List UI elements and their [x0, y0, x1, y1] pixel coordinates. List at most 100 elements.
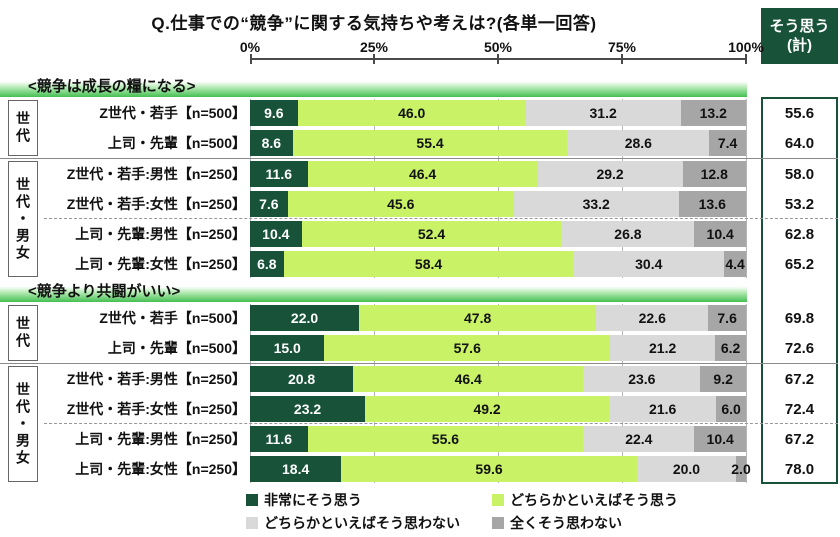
bar-segment: 15.0 — [250, 335, 325, 361]
stacked-bar: 20.8 46.4 23.6 9.2 — [250, 366, 746, 392]
bar-segment: 47.8 — [359, 305, 597, 331]
legend-swatch-somewhat-agree — [492, 494, 504, 506]
bar-segment: 28.6 — [567, 130, 710, 156]
bar-segment: 45.6 — [287, 191, 514, 217]
bar-segment: 30.4 — [573, 251, 725, 277]
bar-segment-value: 22.6 — [638, 310, 666, 326]
bar-segment-value: 7.6 — [259, 196, 279, 212]
bar-segment: 59.6 — [341, 456, 637, 482]
bar-segment-value: 11.6 — [265, 166, 292, 182]
bar-segment-value: 33.2 — [582, 196, 610, 212]
legend-label: 全くそう思わない — [510, 515, 622, 531]
bar-segment-value: 58.4 — [414, 256, 443, 272]
bar-segment-value: 22.0 — [290, 310, 319, 326]
bar-segment: 29.2 — [537, 161, 683, 187]
bar-segment: 21.2 — [610, 335, 716, 361]
totals-column-box — [761, 97, 838, 484]
bar-segment: 18.4 — [250, 456, 342, 482]
bar-segment-value: 23.6 — [628, 371, 656, 387]
bar-segment: 2.0 — [731, 456, 751, 482]
x-axis-tick-label: 0% — [239, 39, 261, 55]
total-value: 72.4 — [784, 401, 815, 418]
bar-segment: 23.6 — [583, 366, 701, 392]
section-heading: <競争より共闘がいい> — [0, 283, 747, 302]
group-label-box: 世代 — [8, 100, 38, 156]
bar-segment-value: 13.6 — [698, 196, 726, 212]
bar-segment-value: 15.0 — [273, 340, 301, 356]
bar-segment: 22.0 — [250, 305, 360, 331]
bar-segment-value: 18.4 — [282, 461, 310, 477]
bar-segment: 13.6 — [678, 191, 746, 217]
bar-segment-value: 7.6 — [717, 310, 737, 326]
bar-segment: 55.4 — [292, 130, 568, 156]
total-value: 78.0 — [784, 461, 815, 478]
row-label: 上司・先輩【n=500】 — [107, 135, 246, 151]
row-label: Z世代・若手【n=500】 — [99, 105, 246, 121]
bar-segment-value: 30.4 — [635, 256, 663, 272]
bar-segment-value: 47.8 — [464, 310, 492, 326]
bar-segment-value: 13.2 — [699, 105, 727, 121]
bar-segment: 4.4 — [724, 251, 746, 277]
page-title: Q.仕事での“競争”に関する気持ちや考えは?(各単一回答) — [151, 14, 597, 33]
bar-segment-value: 46.4 — [408, 166, 437, 182]
bar-segment-value: 57.6 — [453, 340, 481, 356]
bar-segment-value: 52.4 — [417, 226, 446, 242]
gridline — [498, 99, 499, 278]
total-value: 69.8 — [784, 310, 815, 327]
bar-segment-value: 28.6 — [624, 135, 652, 151]
legend-item: どちらかといえばそう思わない — [246, 513, 460, 533]
bar-segment-value: 10.4 — [706, 431, 734, 447]
bar-segment-value: 11.6 — [265, 431, 292, 447]
bar-segment-value: 2.0 — [731, 461, 751, 477]
row-label: Z世代・若手:女性【n=250】 — [66, 196, 246, 212]
bar-segment-value: 21.2 — [649, 340, 677, 356]
bar-segment-value: 23.2 — [293, 401, 322, 417]
bar-segment: 22.4 — [583, 426, 695, 452]
totals-column-header: そう思う (計) — [761, 8, 838, 64]
total-value: 67.2 — [784, 371, 815, 388]
stacked-bar: 8.6 55.4 28.6 7.4 — [250, 130, 746, 156]
bar-segment: 6.2 — [715, 335, 746, 361]
row-label: Z世代・若手:女性【n=250】 — [66, 401, 246, 417]
legend-swatch-strongly-agree — [246, 494, 258, 506]
bar-segment: 11.6 — [250, 161, 308, 187]
bar-segment-value: 20.0 — [672, 461, 701, 477]
bar-segment: 26.8 — [561, 221, 695, 247]
stacked-bar: 6.8 58.4 30.4 4.4 — [250, 251, 746, 277]
bar-segment-value: 4.4 — [725, 256, 745, 272]
legend-item: 非常にそう思う — [246, 490, 362, 510]
bar-segment-value: 29.2 — [596, 166, 624, 182]
bar-segment-value: 55.6 — [431, 431, 460, 447]
bar-segment-value: 46.4 — [454, 371, 482, 387]
bar-segment: 10.4 — [694, 426, 746, 452]
x-axis-tick-label: 25% — [359, 39, 389, 55]
stacked-bar: 11.6 55.6 22.4 10.4 — [250, 426, 746, 452]
stacked-bar: 22.0 47.8 22.6 7.6 — [250, 305, 746, 331]
legend-label: 非常にそう思う — [264, 492, 362, 508]
bar-segment-value: 20.8 — [287, 371, 316, 387]
subgroup-separator-dashed — [44, 218, 838, 219]
bar-segment: 55.6 — [307, 426, 584, 452]
bar-segment-value: 21.6 — [649, 401, 677, 417]
section-heading: <競争は成長の糧になる> — [0, 78, 747, 97]
stacked-bar: 9.6 46.0 31.2 13.2 — [250, 100, 746, 126]
bar-segment: 8.6 — [250, 130, 293, 156]
x-axis-tick — [373, 54, 375, 64]
bar-segment-value: 59.6 — [475, 461, 503, 477]
group-label: 世代・男女 — [15, 381, 31, 467]
bar-segment-value: 10.4 — [706, 226, 734, 242]
bar-segment: 57.6 — [324, 335, 611, 361]
stacked-bar: 7.6 45.6 33.2 13.6 — [250, 191, 746, 217]
legend-swatch-somewhat-disagree — [246, 517, 258, 529]
bar-segment: 46.4 — [307, 161, 538, 187]
bar-segment: 20.8 — [250, 366, 354, 392]
bar-segment: 31.2 — [525, 100, 681, 126]
legend-label: どちらかといえばそう思わない — [264, 515, 460, 531]
bar-segment-value: 45.6 — [387, 196, 415, 212]
legend-swatch-strongly-disagree — [492, 517, 504, 529]
x-axis-tick — [497, 54, 499, 64]
x-axis-tick — [621, 54, 623, 64]
row-label: Z世代・若手:男性【n=250】 — [66, 166, 246, 182]
bar-segment: 33.2 — [513, 191, 679, 217]
